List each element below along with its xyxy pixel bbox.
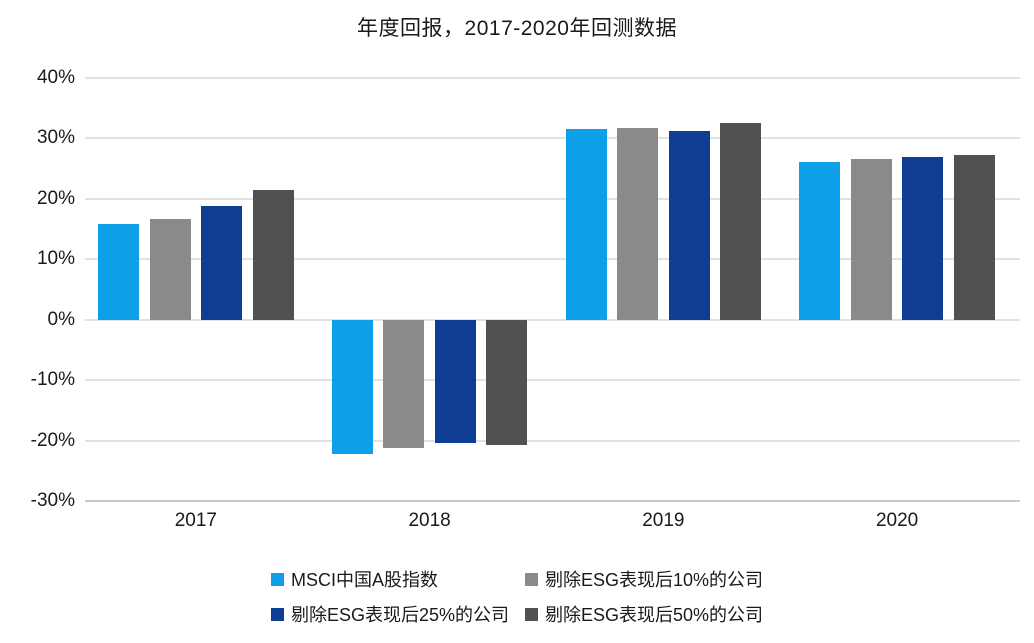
legend-swatch-icon [270, 607, 284, 621]
x-axis-label-2019: 2019 [642, 510, 685, 531]
bar-2017-series-3 [252, 189, 294, 320]
y-tick-label: 0% [47, 308, 75, 330]
bar-2018-series-2 [434, 319, 476, 443]
y-tick-label: 10% [36, 248, 75, 270]
bar-2018-series-1 [383, 319, 425, 448]
x-axis-label-2018: 2018 [408, 510, 451, 531]
legend-item-3: 剔除ESG表现后50%的公司 [525, 601, 763, 627]
y-tick-label: -20% [30, 429, 75, 451]
gridline [85, 77, 1020, 79]
legend-label: 剔除ESG表现后50%的公司 [545, 605, 764, 625]
y-tick-label: 30% [36, 127, 75, 149]
bar-2017-series-1 [149, 219, 191, 320]
gridline [85, 318, 1020, 321]
bar-2020-series-1 [850, 158, 892, 320]
legend-label: 剔除ESG表现后10%的公司 [545, 570, 764, 590]
legend-swatch-icon [525, 572, 538, 586]
legend-swatch-icon [525, 607, 538, 621]
y-tick-label: -10% [30, 369, 75, 391]
bar-2019-series-1 [617, 127, 659, 320]
x-axis-label-2020: 2020 [875, 510, 919, 531]
bar-2020-series-3 [953, 155, 995, 320]
legend-grid: MSCI中国A股指数 剔除ESG表现后10%的公司剔除ESG表现后25%的公司 剔除… [270, 566, 763, 627]
legend-item-1: 剔除ESG表现后10%的公司 [525, 566, 763, 592]
legend-item-2: 剔除ESG表现后25%的公司 [270, 601, 509, 627]
gridline [85, 137, 1020, 140]
legend-label: MSCI中国A股指数 [290, 570, 438, 590]
y-tick-label: -30% [30, 490, 75, 511]
bar-2017-series-0 [98, 223, 140, 320]
bar-2019-series-3 [720, 123, 762, 320]
y-tick-label: 40% [36, 67, 75, 88]
legend-label: 剔除ESG表现后25%的公司 [290, 605, 509, 625]
bar-2020-series-0 [799, 161, 841, 320]
gridline [85, 197, 1020, 200]
x-axis-label-2017: 2017 [174, 510, 218, 531]
bar-2020-series-2 [902, 157, 944, 320]
legend-swatch-icon [270, 572, 284, 586]
gridline [85, 379, 1020, 382]
bar-2017-series-2 [201, 206, 243, 320]
bar-2018-series-0 [331, 319, 373, 455]
legend: MSCI中国A股指数 剔除ESG表现后10%的公司剔除ESG表现后25%的公司 剔除… [0, 566, 1034, 627]
bar-2019-series-0 [565, 129, 607, 320]
bar-2019-series-2 [668, 131, 710, 320]
chart-title: 年度回报，2017-2020年回测数据 [357, 17, 677, 40]
gridline [85, 258, 1020, 261]
legend-item-0: MSCI中国A股指数 [270, 566, 509, 592]
y-tick-label: 20% [36, 187, 75, 209]
gridline [85, 439, 1020, 442]
plot-area: 40% 30% 20% 10% 0% -10% -20% -30% [31, 67, 1020, 511]
gridline [85, 500, 1020, 502]
bar-2018-series-3 [486, 319, 528, 446]
